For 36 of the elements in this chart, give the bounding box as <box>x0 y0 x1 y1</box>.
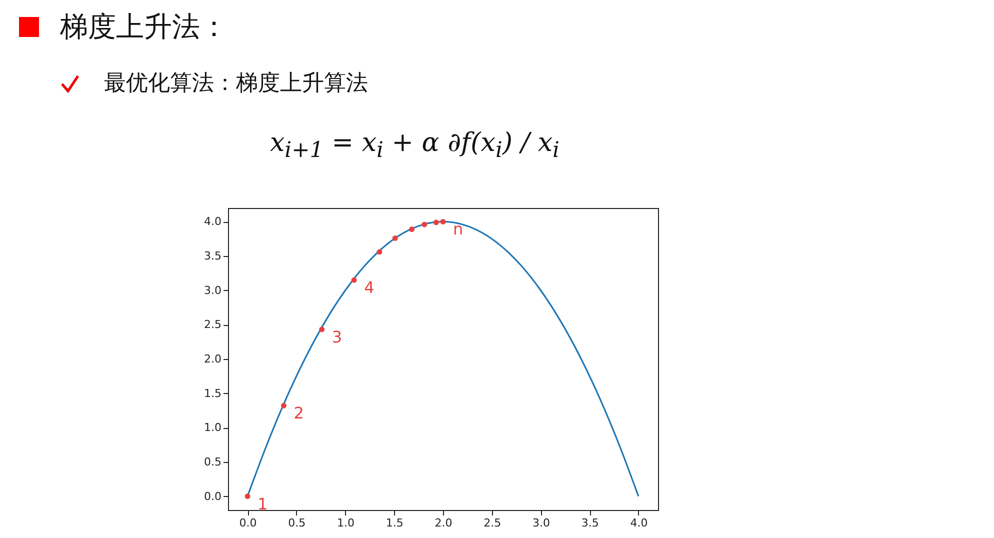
point <box>422 222 428 228</box>
point <box>280 402 286 408</box>
chart-title: 梯度上升法： <box>60 9 228 45</box>
y-tick-label: 1.5 <box>204 386 222 400</box>
x-tick-label: 3.5 <box>581 516 599 530</box>
x-tick-label: 1.0 <box>337 516 355 530</box>
x-tick-label: 1.5 <box>386 516 404 530</box>
annotation: 2 <box>294 404 304 423</box>
annotation: 4 <box>364 278 374 298</box>
point <box>392 235 398 241</box>
point <box>433 220 439 226</box>
y-tick-label: 2.0 <box>204 352 222 366</box>
point <box>244 494 250 500</box>
annotation: 3 <box>332 327 342 346</box>
point <box>351 277 357 283</box>
y-tick-label: 4.0 <box>204 215 222 228</box>
chart-subtitle: 最优化算法：梯度上升算法 <box>104 70 368 98</box>
x-tick-label: 4.0 <box>630 516 648 530</box>
annotation: n <box>453 220 464 239</box>
x-tick-label: 2.5 <box>484 516 502 530</box>
x-tick-label: 2.0 <box>434 516 452 530</box>
y-tick-label: 0.5 <box>204 455 222 468</box>
y-tick-label: 2.5 <box>204 318 222 332</box>
y-tick-label: 3.0 <box>204 284 222 297</box>
text: x$_{i+1}$ = x$_{i}$ + α ∂f(x$_{i}$) / x$_{i}$ <box>270 128 560 164</box>
point <box>319 326 325 332</box>
x-tick-label: 0.0 <box>239 516 257 530</box>
point <box>408 226 414 232</box>
point <box>376 249 382 255</box>
y-tick-label: 3.5 <box>204 250 222 263</box>
annotation: 1 <box>258 494 268 514</box>
y-tick-label: 0.0 <box>204 490 222 503</box>
point <box>440 218 446 224</box>
x-tick-label: 0.5 <box>288 516 306 530</box>
x-tick-label: 3.0 <box>532 516 550 530</box>
y-tick-label: 1.0 <box>204 421 222 434</box>
